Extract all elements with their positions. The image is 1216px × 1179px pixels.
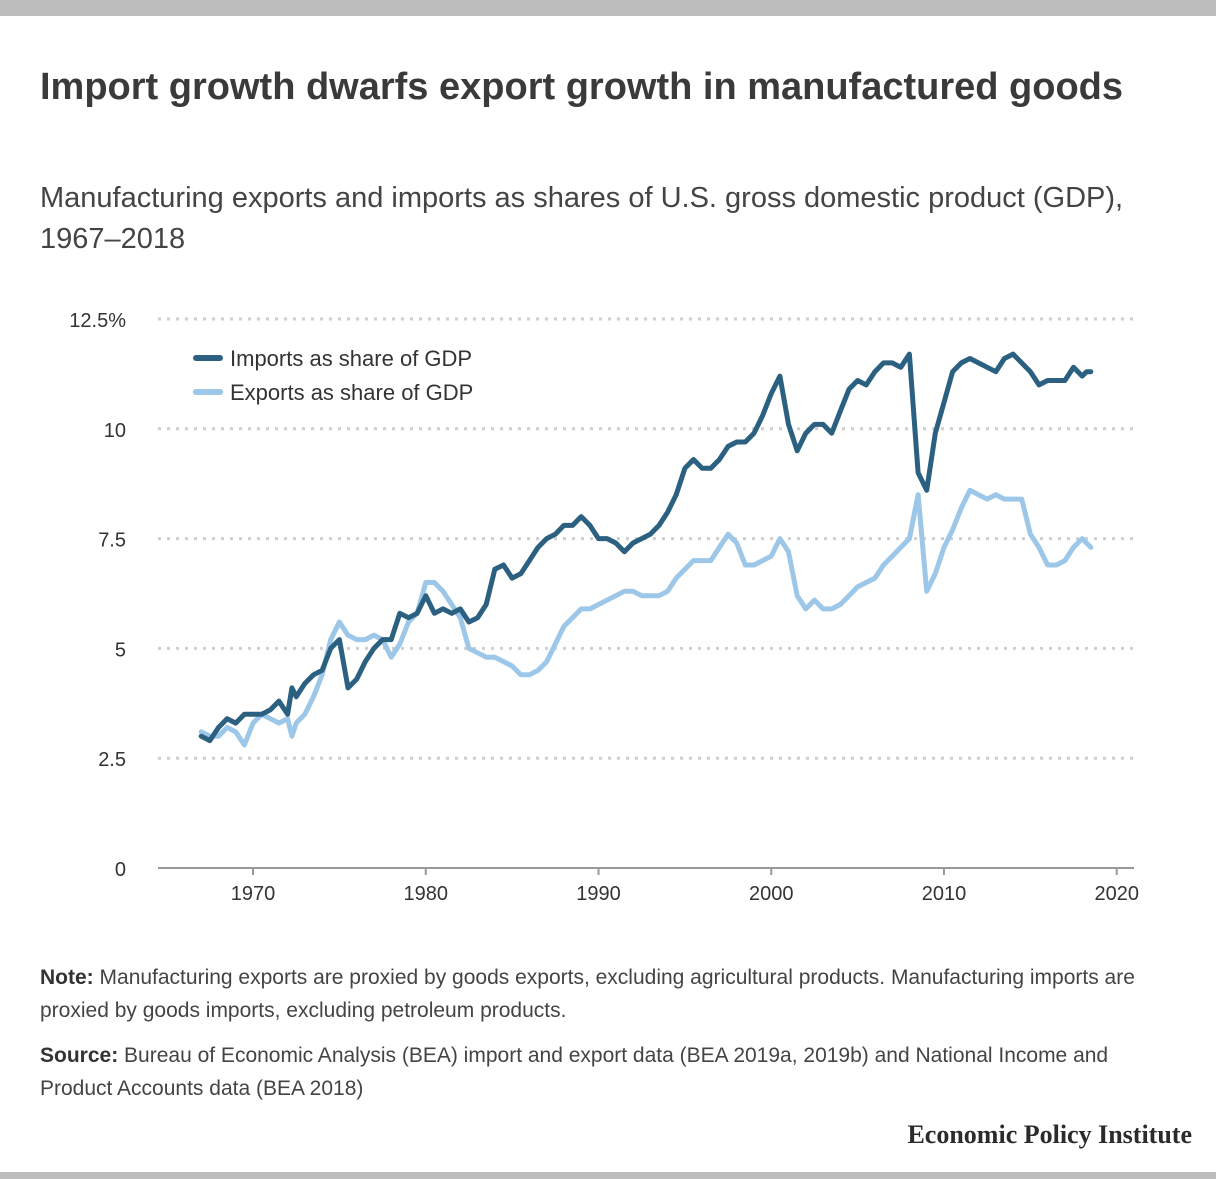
note-text: Manufacturing exports are proxied by goo… <box>40 966 1135 1022</box>
line-chart: 0 2.5 5 7.5 10 12.5% 1970 1980 1990 2000 2010 2020… <box>69 310 1139 905</box>
exports-line <box>198 487 1094 748</box>
y-tick-label: 5 <box>115 639 126 661</box>
note-label: Note: <box>40 966 94 989</box>
source-text: Bureau of Economic Analysis (BEA) import… <box>40 1044 1109 1100</box>
y-tick-label: 12.5% <box>69 310 126 332</box>
y-tick-label: 7.5 <box>98 530 126 552</box>
y-tick-label: 10 <box>104 420 126 442</box>
x-tick-label: 2000 <box>749 883 794 905</box>
note: Note: Manufacturing exports are proxied … <box>40 961 1180 1027</box>
x-axis <box>158 867 1134 875</box>
bottom-bar <box>0 1172 1216 1179</box>
x-tick-label: 1990 <box>576 883 621 905</box>
legend: Imports as share of GDP Exports as share … <box>193 346 473 405</box>
chart-title: Import growth dwarfs export growth in ma… <box>40 66 1124 108</box>
imports-line <box>198 351 1094 744</box>
x-tick-label: 2010 <box>922 883 967 905</box>
y-axis-labels: 0 2.5 5 7.5 10 12.5% <box>69 310 126 881</box>
y-tick-label: 2.5 <box>98 749 126 771</box>
top-bar <box>0 0 1216 16</box>
source: Source: Bureau of Economic Analysis (BEA… <box>40 1039 1180 1105</box>
series-lines <box>198 351 1094 748</box>
x-axis-labels: 1970 1980 1990 2000 2010 2020 <box>231 883 1139 905</box>
y-tick-label: 0 <box>115 859 126 881</box>
x-tick-label: 2020 <box>1094 883 1139 905</box>
legend-label: Exports as share of GDP <box>230 380 473 405</box>
chart-subtitle: Manufacturing exports and imports as sha… <box>40 182 1124 255</box>
x-tick-label: 1970 <box>231 883 276 905</box>
legend-label: Imports as share of GDP <box>230 346 472 371</box>
x-tick-label: 1980 <box>404 883 449 905</box>
source-label: Source: <box>40 1044 119 1067</box>
brand-logo: Economic Policy Institute <box>907 1120 1192 1149</box>
